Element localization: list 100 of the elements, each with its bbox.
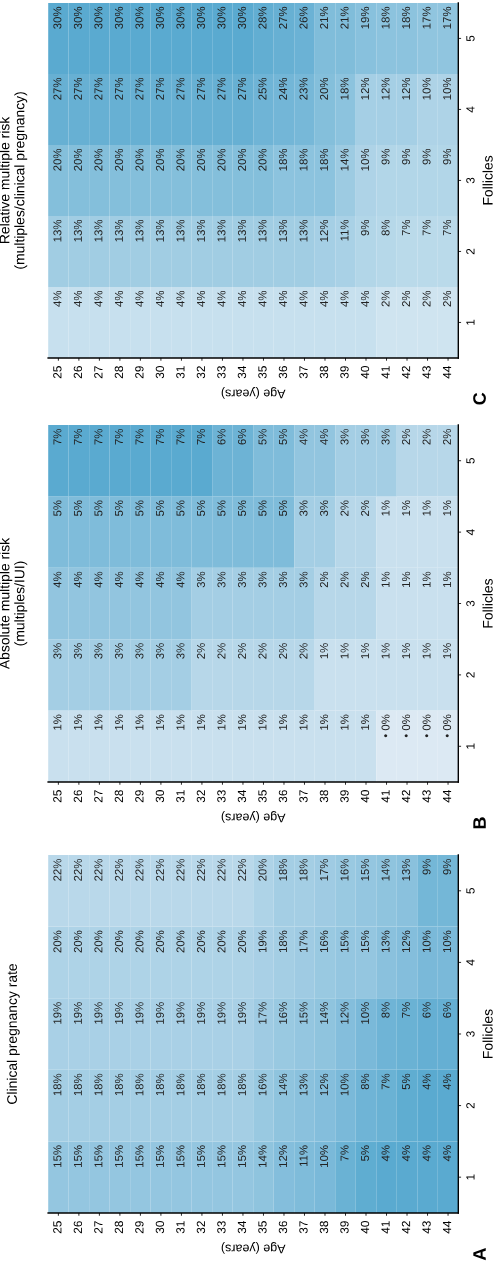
data-label: 20% xyxy=(258,859,267,881)
data-label: 13% xyxy=(176,219,185,242)
data-label: 1% xyxy=(320,714,328,730)
y-tick-label: 5 xyxy=(466,888,475,894)
data-label: 5% xyxy=(94,500,103,516)
data-label: • 0% xyxy=(443,714,452,738)
x-tick-label: 41 xyxy=(381,1221,390,1234)
data-label: 1% xyxy=(135,714,144,730)
x-tick-label: 31 xyxy=(176,790,185,803)
data-label: 15% xyxy=(114,1145,123,1167)
data-label: 14% xyxy=(340,148,349,171)
x-tick-label: 40 xyxy=(360,790,370,803)
data-label: 1% xyxy=(196,714,205,730)
data-label: 22% xyxy=(53,859,62,881)
x-tick-label: 34 xyxy=(237,1220,247,1234)
data-label: 20% xyxy=(258,148,267,171)
data-label: 1% xyxy=(279,714,287,730)
data-label: 20% xyxy=(73,148,82,171)
data-label: 20% xyxy=(319,77,329,100)
x-tick-label: 35 xyxy=(258,790,267,803)
data-label: 22% xyxy=(73,859,82,881)
data-label: 1% xyxy=(340,643,349,659)
data-label: 13% xyxy=(217,219,226,242)
data-label: 15% xyxy=(135,1145,144,1167)
y-tick-label: 5 xyxy=(466,457,475,464)
x-tick-label: 35 xyxy=(258,366,267,379)
data-label: 30% xyxy=(237,6,247,29)
x-tick-label: 41 xyxy=(381,790,390,803)
data-label: 1% xyxy=(381,643,390,659)
data-label: 4% xyxy=(361,290,370,307)
data-label: 7% xyxy=(443,219,452,236)
data-label: 4% xyxy=(320,290,328,307)
data-label: 2% xyxy=(381,290,390,307)
x-tick-label: 39 xyxy=(340,790,349,803)
y-tick-label: 4 xyxy=(466,959,475,966)
data-label: 27% xyxy=(135,77,144,100)
y-tick-label: 2 xyxy=(466,248,475,255)
data-label: 19% xyxy=(114,1002,123,1024)
data-label: 5% xyxy=(135,500,144,516)
data-label: 30% xyxy=(73,6,82,29)
data-label: 18% xyxy=(135,1073,144,1096)
data-label: 3% xyxy=(319,500,329,517)
x-tick-label: 36 xyxy=(278,366,288,379)
data-label: 15% xyxy=(94,1145,103,1167)
data-label: 22% xyxy=(217,859,226,881)
data-label: 19% xyxy=(73,1002,82,1024)
data-label: 15% xyxy=(196,1145,205,1167)
data-label: 7% xyxy=(155,429,164,445)
x-tick-label: 37 xyxy=(299,1221,308,1234)
text: B xyxy=(473,817,486,829)
data-label: 7% xyxy=(402,219,411,236)
data-label: 7% xyxy=(176,429,185,445)
data-label: 2% xyxy=(443,429,452,445)
data-label: 3% xyxy=(53,643,62,659)
data-label: 3% xyxy=(299,500,308,517)
data-label: 12% xyxy=(402,77,411,100)
y-tick-label: 3 xyxy=(466,1031,475,1037)
data-label: 12% xyxy=(340,1002,349,1024)
data-label: 4% xyxy=(258,290,267,307)
x-tick-label: 32 xyxy=(196,366,206,379)
data-label: 4% xyxy=(73,571,82,588)
data-label: 17% xyxy=(258,1002,267,1024)
data-label: 22% xyxy=(135,859,144,881)
data-label: 5% xyxy=(155,500,164,516)
data-label: 21% xyxy=(319,6,328,29)
data-label: 20% xyxy=(155,930,164,953)
data-label: 5% xyxy=(258,500,267,516)
data-label: 2% xyxy=(278,643,287,659)
data-label: 16% xyxy=(319,930,329,953)
data-label: 1% xyxy=(114,714,123,730)
x-tick-label: 25 xyxy=(53,1221,62,1234)
data-label: 4% xyxy=(238,290,246,307)
data-label: 1% xyxy=(238,714,246,730)
data-label: 4% xyxy=(196,290,205,307)
data-label: 18% xyxy=(155,1073,164,1096)
data-label: 4% xyxy=(340,290,349,307)
data-label: 1% xyxy=(361,643,370,659)
x-tick-label: 30 xyxy=(155,1221,165,1234)
data-label: 3% xyxy=(114,643,123,659)
data-label: 22% xyxy=(94,859,103,881)
data-label: 25% xyxy=(258,77,267,100)
data-label: 4% xyxy=(155,571,164,588)
data-label: 4% xyxy=(53,571,62,588)
y-tick-label: 4 xyxy=(466,529,475,536)
data-label: 16% xyxy=(278,1002,288,1024)
data-label: 5% xyxy=(217,500,226,516)
data-label: 19% xyxy=(53,1002,62,1024)
data-label: 18% xyxy=(278,148,288,171)
data-label: 18% xyxy=(53,1073,62,1096)
data-label: 1% xyxy=(402,643,411,659)
data-label: 4% xyxy=(53,290,62,307)
data-label: 30% xyxy=(114,6,123,29)
data-label: 1% xyxy=(422,500,431,516)
data-label: 16% xyxy=(340,859,349,881)
text: Clinical pregnancy rate xyxy=(6,963,20,1104)
data-label: 20% xyxy=(237,148,247,171)
x-tick-label: 38 xyxy=(319,1221,329,1234)
data-label: 20% xyxy=(135,148,144,171)
data-label: 5% xyxy=(53,500,62,516)
y-tick-label: 1 xyxy=(466,743,475,749)
